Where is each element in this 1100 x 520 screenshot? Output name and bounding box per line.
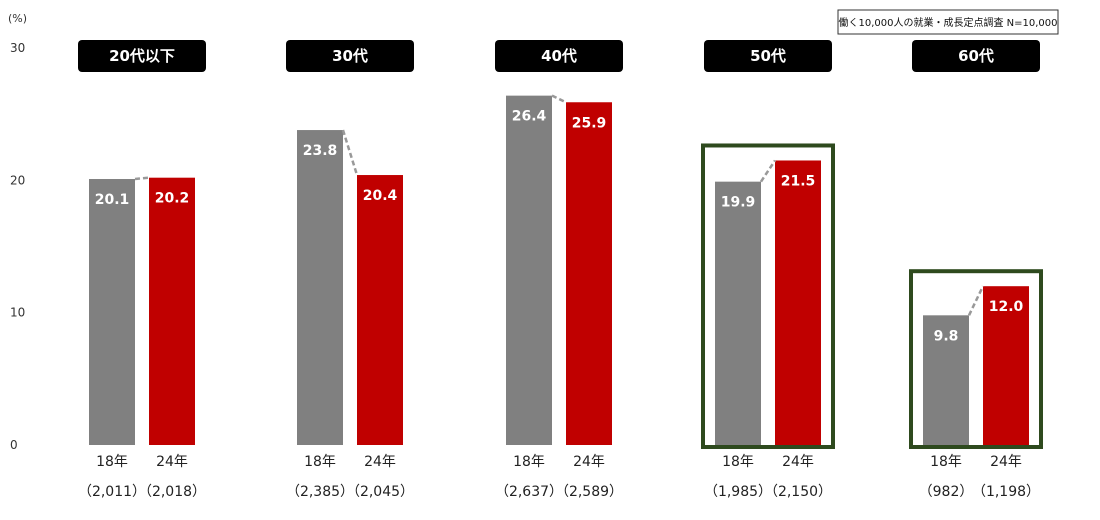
- group-title-box: [495, 40, 623, 72]
- group-title: 40代: [541, 47, 577, 65]
- y-unit-label: (%): [8, 12, 27, 25]
- bar-group: 50代 19.9 18年 （1,985） 21.5 24年 （2,150）: [701, 40, 835, 500]
- group-title: 20代以下: [109, 47, 175, 65]
- y-axis: 0 10 20 30 (%): [8, 12, 27, 452]
- y-tick-label: 30: [10, 41, 25, 55]
- bar: [923, 315, 969, 445]
- year-label: 24年: [782, 454, 814, 470]
- sample-size-label: （1,198）: [972, 484, 1040, 500]
- group-title-box: [78, 40, 206, 72]
- bar: [89, 179, 135, 445]
- sample-size-label: （982）: [919, 484, 974, 500]
- sample-size-label: （1,985）: [704, 484, 772, 500]
- connector-line: [341, 129, 359, 176]
- data-label: 25.9: [572, 115, 607, 131]
- sample-size-label: （2,150）: [764, 484, 832, 500]
- year-label: 18年: [930, 454, 962, 470]
- data-label: 20.4: [363, 188, 398, 204]
- y-tick-label: 0: [10, 438, 18, 452]
- year-label: 24年: [364, 454, 396, 470]
- bar-group: 40代 26.4 18年 （2,637） 25.9 24年 （2,589）: [495, 40, 623, 500]
- note-text: 働く10,000人の就業・成長定点調査 N=10,000: [838, 16, 1057, 29]
- data-label: 23.8: [303, 143, 338, 159]
- year-label: 24年: [156, 454, 188, 470]
- bar: [357, 175, 403, 446]
- highlight-frame: [909, 269, 1043, 450]
- connector-line: [967, 285, 985, 316]
- note-frame: [837, 9, 1059, 35]
- data-label: 19.9: [721, 195, 756, 211]
- y-tick-label: 20: [10, 173, 25, 187]
- connector-line: [134, 176, 150, 181]
- bar-group: 60代 9.8 18年 （982） 12.0 24年 （1,198）: [909, 40, 1043, 500]
- year-label: 18年: [722, 454, 754, 470]
- year-label: 18年: [304, 454, 336, 470]
- data-label: 12.0: [989, 299, 1024, 315]
- data-label: 9.8: [934, 328, 959, 344]
- sample-size-label: （2,637）: [495, 484, 563, 500]
- connector-line: [759, 159, 777, 183]
- connector-line: [551, 94, 567, 104]
- bar: [149, 177, 195, 446]
- bar: [566, 102, 612, 446]
- sample-size-label: （2,385）: [286, 484, 354, 500]
- group-title-box: [912, 40, 1040, 72]
- group-title-box: [704, 40, 832, 72]
- bar-groups: 20代以下 20.1 18年 （2,011） 20.2 24年 （2,018） 30代 23.8…: [78, 40, 1043, 500]
- bar: [983, 286, 1029, 445]
- sample-size-label: （2,045）: [346, 484, 414, 500]
- group-title: 50代: [750, 47, 786, 65]
- data-label: 20.1: [95, 192, 130, 208]
- bar-group: 30代 23.8 18年 （2,385） 20.4 24年 （2,045）: [286, 40, 414, 500]
- year-label: 24年: [990, 454, 1022, 470]
- year-label: 18年: [513, 454, 545, 470]
- sample-size-label: （2,589）: [555, 484, 623, 500]
- data-label: 21.5: [781, 173, 816, 189]
- year-label: 18年: [96, 454, 128, 470]
- data-label: 26.4: [512, 109, 547, 125]
- survey-note: 働く10,000人の就業・成長定点調査 N=10,000: [837, 9, 1059, 35]
- sample-size-label: （2,011）: [78, 484, 146, 500]
- bar: [297, 130, 343, 445]
- highlight-frame: [701, 143, 835, 449]
- group-title-box: [286, 40, 414, 72]
- bar: [715, 181, 761, 445]
- bar-group: 20代以下 20.1 18年 （2,011） 20.2 24年 （2,018）: [78, 40, 206, 500]
- y-tick-label: 10: [10, 306, 25, 320]
- group-title: 30代: [332, 47, 368, 65]
- bar: [506, 95, 552, 445]
- year-label: 24年: [573, 454, 605, 470]
- data-label: 20.2: [155, 191, 190, 207]
- bar: [775, 160, 821, 445]
- sample-size-label: （2,018）: [138, 484, 206, 500]
- group-title: 60代: [958, 47, 994, 65]
